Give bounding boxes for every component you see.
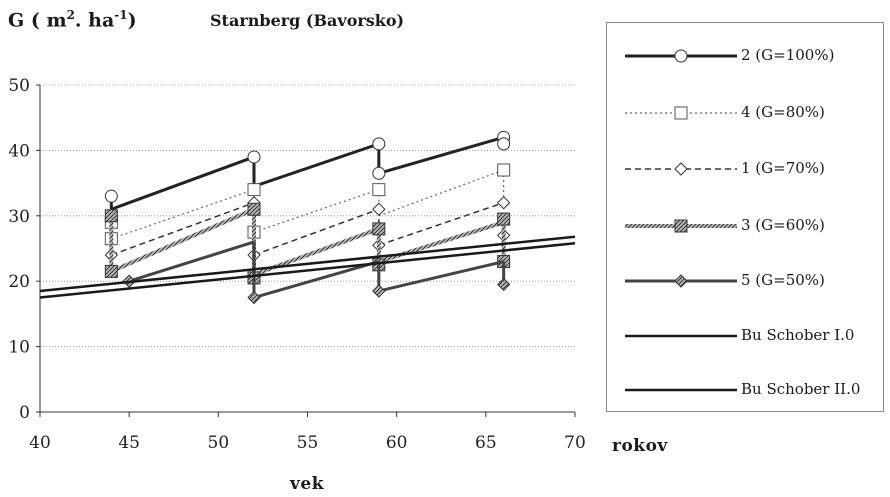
x-axis-unit: rokov — [612, 436, 668, 456]
data-point — [496, 196, 511, 210]
legend-swatch — [625, 219, 737, 233]
x-axis-label: vek — [290, 474, 324, 494]
series-7 — [39, 242, 576, 299]
series-line — [378, 169, 504, 217]
y-tick-label: 0 — [19, 403, 30, 423]
y-tick-label: 40 — [8, 141, 30, 161]
data-point — [372, 137, 386, 151]
data-point — [372, 222, 386, 236]
legend-swatch — [625, 388, 737, 392]
series-line — [39, 242, 576, 299]
legend-item-2: 2 (G=100%) — [607, 41, 885, 71]
series-5 — [122, 240, 511, 305]
legend-item-schober-2: Bu Schober II.0 — [607, 375, 885, 405]
x-tick-label: 70 — [564, 433, 586, 453]
series-line — [110, 207, 255, 274]
series-line — [253, 208, 380, 256]
series-line — [111, 202, 255, 256]
data-point — [104, 209, 118, 223]
series-line — [128, 240, 255, 283]
legend-marker — [674, 219, 688, 233]
legend-marker — [674, 274, 688, 288]
series-line — [378, 202, 504, 246]
legend-label: Bu Schober I.0 — [741, 326, 855, 344]
x-tick-label: 45 — [118, 433, 140, 453]
y-tick-label: 30 — [8, 207, 30, 227]
legend-item-4: 4 (G=80%) — [607, 98, 885, 128]
legend-marker — [674, 162, 688, 176]
data-point — [372, 202, 386, 216]
x-tick-label: 65 — [475, 433, 497, 453]
y-tick-label: 20 — [8, 272, 30, 292]
legend-swatch — [625, 106, 737, 120]
series-line — [253, 189, 380, 233]
legend: 2 (G=100%) 4 (G=80%) 1 (G=70%) 3 (G=60%)… — [606, 22, 884, 412]
legend-marker — [674, 106, 688, 120]
x-tick-label: 60 — [386, 433, 408, 453]
legend-label: 4 (G=80%) — [741, 103, 825, 121]
legend-swatch — [625, 162, 737, 176]
legend-swatch — [625, 49, 737, 63]
data-point — [372, 166, 386, 180]
data-point — [247, 290, 261, 305]
series-3 — [104, 196, 511, 269]
legend-label: Bu Schober II.0 — [741, 380, 861, 398]
legend-label: 1 (G=70%) — [741, 159, 825, 177]
y-tick-label: 50 — [8, 76, 30, 96]
series-line — [110, 155, 255, 211]
legend-swatch — [625, 274, 737, 288]
x-tick-label: 55 — [297, 433, 319, 453]
data-point — [247, 183, 261, 197]
series-4 — [104, 202, 511, 285]
chart-title: Starnberg (Bavorsko) — [210, 11, 405, 30]
data-point — [497, 163, 511, 177]
legend-item-schober-1: Bu Schober I.0 — [607, 321, 885, 351]
legend-swatch — [625, 334, 737, 338]
legend-item-1: 1 (G=70%) — [607, 154, 885, 184]
legend-item-3: 3 (G=60%) — [607, 211, 885, 241]
data-point — [496, 277, 511, 292]
y-axis-label: G ( m2. ha-1) — [8, 8, 137, 32]
series-line — [39, 235, 576, 293]
series-line — [378, 260, 505, 293]
series-line — [253, 260, 380, 299]
series-2 — [104, 163, 511, 246]
data-point — [104, 264, 118, 278]
x-tick-label: 40 — [29, 433, 51, 453]
data-point — [247, 150, 261, 164]
y-tick-label: 10 — [8, 338, 30, 358]
data-point — [497, 137, 511, 151]
legend-item-5: 5 (G=50%) — [607, 266, 885, 296]
legend-label: 3 (G=60%) — [741, 216, 825, 234]
series-line — [378, 135, 505, 175]
legend-label: 5 (G=50%) — [741, 271, 825, 289]
series-line — [111, 189, 255, 240]
data-point — [104, 189, 118, 203]
data-point — [247, 202, 261, 216]
legend-marker — [674, 49, 688, 63]
data-point — [372, 284, 386, 298]
legend-label: 2 (G=100%) — [741, 46, 835, 64]
data-point — [497, 212, 511, 226]
x-tick-label: 50 — [208, 433, 230, 453]
series-line — [253, 142, 380, 188]
data-point — [372, 183, 386, 197]
series-1 — [104, 130, 511, 211]
series-6 — [39, 235, 576, 293]
